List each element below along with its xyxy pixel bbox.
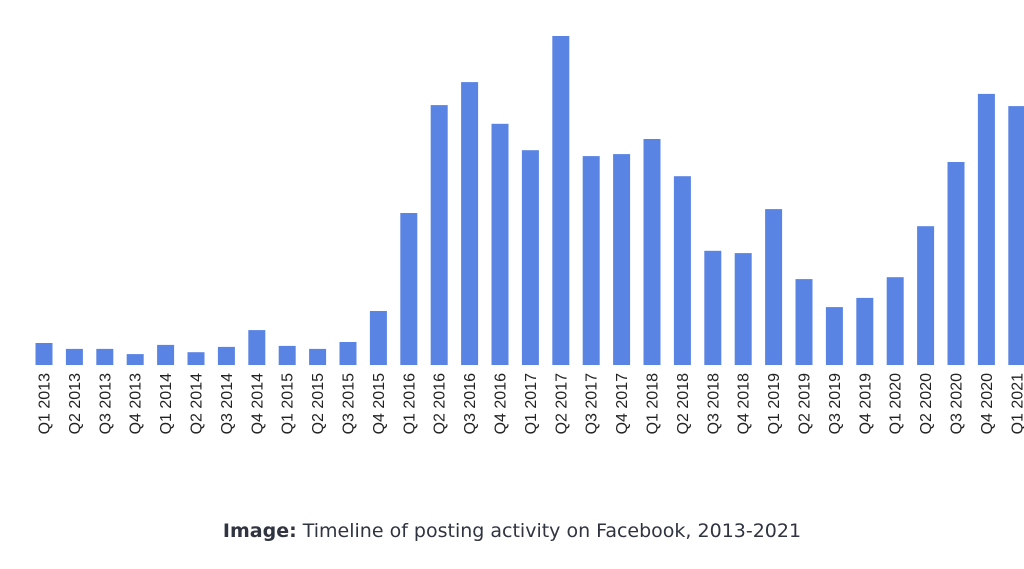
caption-text: Timeline of posting activity on Facebook…	[296, 520, 802, 542]
x-tick-label: Q3 2016	[462, 373, 479, 434]
bar-q1-2021	[1008, 106, 1024, 365]
bar-q3-2017	[582, 156, 600, 365]
bar-q1-2016	[400, 213, 418, 365]
bar-q3-2019	[825, 307, 843, 365]
bar-q4-2019	[856, 297, 874, 365]
x-tick-label: Q1 2017	[523, 373, 540, 434]
x-tick-labels: Q1 2013 Q2 2013 Q3 2013 Q4 2013 Q1 2014 Q2 20…	[37, 373, 1024, 434]
x-tick-label: Q1 2013	[37, 373, 54, 434]
x-tick-label: Q2 2014	[189, 373, 206, 434]
bar-q3-2015	[339, 342, 357, 365]
x-tick-label: Q2 2020	[918, 373, 935, 434]
bar-q4-2013	[126, 354, 144, 365]
x-tick-label: Q4 2015	[371, 373, 388, 434]
x-tick-label: Q3 2018	[705, 373, 722, 434]
bar-q2-2013	[65, 348, 83, 365]
bar-q1-2014	[157, 344, 175, 365]
bar-q3-2013	[96, 348, 114, 365]
x-tick-label: Q4 2019	[857, 373, 874, 434]
x-tick-label: Q4 2013	[128, 373, 145, 434]
x-tick-label: Q3 2015	[341, 373, 358, 434]
x-tick-label: Q3 2014	[219, 373, 236, 434]
x-tick-label: Q2 2015	[310, 373, 327, 434]
bar-q2-2015	[309, 348, 327, 365]
x-tick-label: Q1 2021	[1009, 373, 1024, 434]
bar-q4-2015	[369, 311, 387, 365]
x-tick-label: Q3 2019	[827, 373, 844, 434]
x-tick-label: Q3 2020	[949, 373, 966, 434]
bar-q2-2019	[795, 279, 813, 365]
bar-q2-2018	[673, 176, 691, 365]
x-tick-label: Q4 2017	[614, 373, 631, 434]
x-tick-label: Q4 2014	[249, 373, 266, 434]
bar-q4-2018	[734, 253, 752, 365]
bar-q1-2019	[765, 209, 783, 365]
bar-q3-2016	[461, 82, 479, 365]
x-tick-label: Q3 2013	[97, 373, 114, 434]
x-tick-label: Q1 2020	[888, 373, 905, 434]
caption-label: Image:	[222, 520, 297, 542]
bar-q1-2013	[35, 343, 53, 365]
x-tick-label: Q2 2019	[797, 373, 814, 434]
x-tick-label: Q1 2018	[645, 373, 662, 434]
x-tick-label: Q4 2020	[979, 373, 996, 434]
bar-q2-2014	[187, 352, 205, 365]
x-tick-label: Q1 2015	[280, 373, 297, 434]
x-tick-label: Q2 2016	[432, 373, 449, 434]
x-tick-label: Q4 2016	[493, 373, 510, 434]
x-tick-label: Q2 2018	[675, 373, 692, 434]
bar-q3-2014	[217, 346, 235, 365]
bar-q2-2016	[430, 105, 448, 365]
bar-q1-2017	[521, 150, 539, 365]
bars-group	[35, 36, 1024, 366]
bar-q4-2014	[248, 330, 266, 365]
x-tick-label: Q2 2013	[67, 373, 84, 434]
bar-q1-2018	[643, 139, 661, 365]
bar-q2-2020	[917, 226, 935, 365]
bar-q1-2020	[886, 277, 904, 365]
bar-q4-2020	[977, 93, 995, 366]
x-tick-label: Q1 2016	[401, 373, 418, 434]
x-tick-label: Q1 2019	[766, 373, 783, 434]
bar-q4-2016	[491, 123, 509, 365]
x-tick-label: Q2 2017	[553, 373, 570, 434]
x-tick-label: Q3 2017	[584, 373, 601, 434]
bar-q1-2015	[278, 345, 296, 365]
bar-q4-2017	[613, 154, 631, 365]
x-tick-label: Q1 2014	[158, 373, 175, 434]
bar-q3-2020	[947, 162, 965, 365]
bar-q2-2017	[552, 36, 570, 365]
chart-caption: Image: Timeline of posting activity on F…	[0, 520, 1024, 542]
x-tick-label: Q4 2018	[736, 373, 753, 434]
bar-q3-2018	[704, 250, 722, 365]
bar-chart: Q1 2013 Q2 2013 Q3 2013 Q4 2013 Q1 2014 Q2 20…	[35, 36, 1024, 434]
